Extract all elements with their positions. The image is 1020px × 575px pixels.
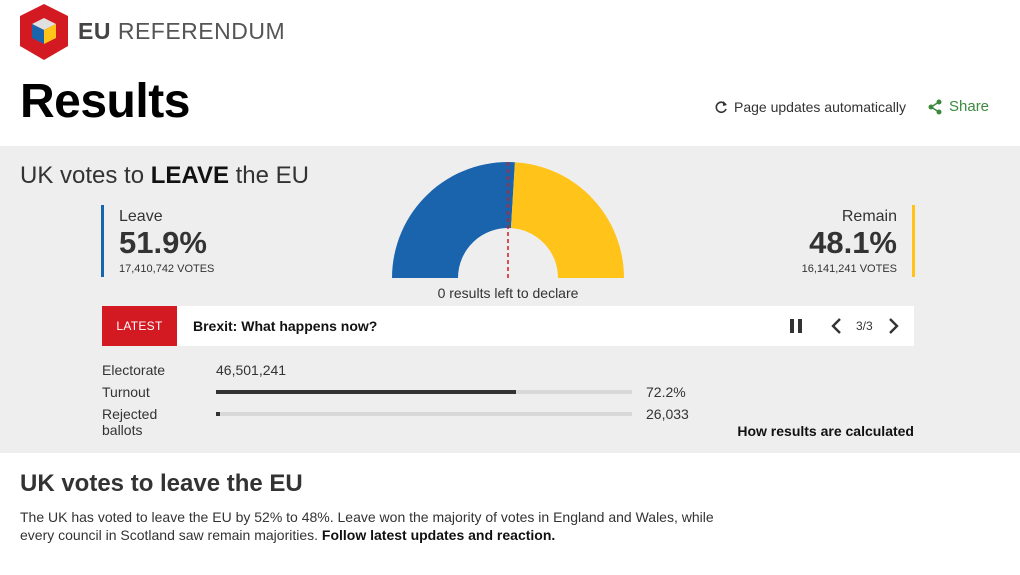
- next-button[interactable]: [886, 316, 902, 336]
- result-half-donut: [392, 162, 624, 278]
- story-body-text: The UK has voted to leave the EU by 52% …: [20, 509, 714, 543]
- turnout-stats: Electorate 46,501,241 Turnout 72.2% Reje…: [102, 362, 914, 442]
- turnout-bar-fill: [216, 390, 517, 394]
- rejected-bar-fill: [216, 412, 221, 416]
- brand-name: EU REFERENDUM: [78, 18, 285, 45]
- turnout-value: 72.2%: [646, 384, 686, 400]
- headline-post: the EU: [228, 162, 310, 189]
- page-header: EU REFERENDUM Results Page updates autom…: [0, 0, 1020, 146]
- remain-percent: 48.1%: [809, 225, 897, 260]
- electorate-value: 46,501,241: [216, 362, 287, 378]
- turnout-bar: [216, 390, 632, 394]
- share-button[interactable]: Share: [927, 98, 989, 115]
- latest-headline-link[interactable]: Brexit: What happens now?: [193, 318, 378, 334]
- pause-icon: [790, 319, 802, 333]
- auto-update-notice: Page updates automatically: [714, 99, 906, 115]
- results-left-to-declare: 0 results left to declare: [437, 285, 579, 301]
- rejected-label-line2: ballots: [102, 422, 143, 438]
- share-label: Share: [949, 98, 990, 115]
- leave-arc-segment: [392, 162, 515, 278]
- brand-bold: EU: [78, 18, 111, 44]
- leave-percent: 51.9%: [119, 225, 207, 260]
- result-headline: UK votes to LEAVE the EU: [20, 162, 309, 190]
- leave-votes: 17,410,742 VOTES: [119, 263, 215, 275]
- latest-tag: LATEST: [102, 306, 177, 346]
- turnout-label: Turnout: [102, 384, 150, 400]
- page-title: Results: [20, 75, 190, 128]
- story-summary: The UK has voted to leave the EU by 52% …: [20, 508, 720, 544]
- headline-bold: LEAVE: [150, 162, 229, 189]
- electorate-label: Electorate: [102, 362, 166, 378]
- remain-summary: Remain 48.1% 16,141,241 VOTES: [802, 205, 915, 277]
- pause-button[interactable]: [786, 316, 806, 336]
- rejected-bar: [216, 412, 632, 416]
- follow-updates-link[interactable]: Follow latest updates and reaction.: [321, 527, 556, 543]
- how-results-calculated-link[interactable]: How results are calculated: [737, 423, 914, 439]
- eu-referendum-logo: [20, 4, 68, 60]
- headline-pre: UK votes to: [20, 162, 151, 189]
- refresh-icon: [715, 101, 727, 113]
- ticker-pager: 3/3: [856, 319, 873, 333]
- latest-news-ticker: LATEST Brexit: What happens now? 3/3: [102, 306, 914, 346]
- remain-votes: 16,141,241 VOTES: [801, 263, 897, 275]
- rejected-label: Rejected ballots: [102, 406, 157, 438]
- chevron-right-icon: [889, 318, 899, 334]
- brand-rest: REFERENDUM: [117, 18, 286, 44]
- share-icon: [928, 99, 942, 114]
- story-title: UK votes to leave the EU: [20, 470, 303, 497]
- auto-update-label: Page updates automatically: [734, 99, 906, 115]
- rejected-label-line1: Rejected: [102, 406, 158, 422]
- leave-name: Leave: [119, 208, 163, 225]
- results-panel: UK votes to LEAVE the EU Leave 51.9% 17,…: [0, 146, 1020, 453]
- previous-button[interactable]: [828, 316, 844, 336]
- rejected-value: 26,033: [646, 406, 689, 422]
- leave-summary: Leave 51.9% 17,410,742 VOTES: [101, 205, 214, 277]
- remain-name: Remain: [841, 208, 897, 225]
- remain-arc-segment: [510, 162, 624, 278]
- chevron-left-icon: [831, 318, 841, 334]
